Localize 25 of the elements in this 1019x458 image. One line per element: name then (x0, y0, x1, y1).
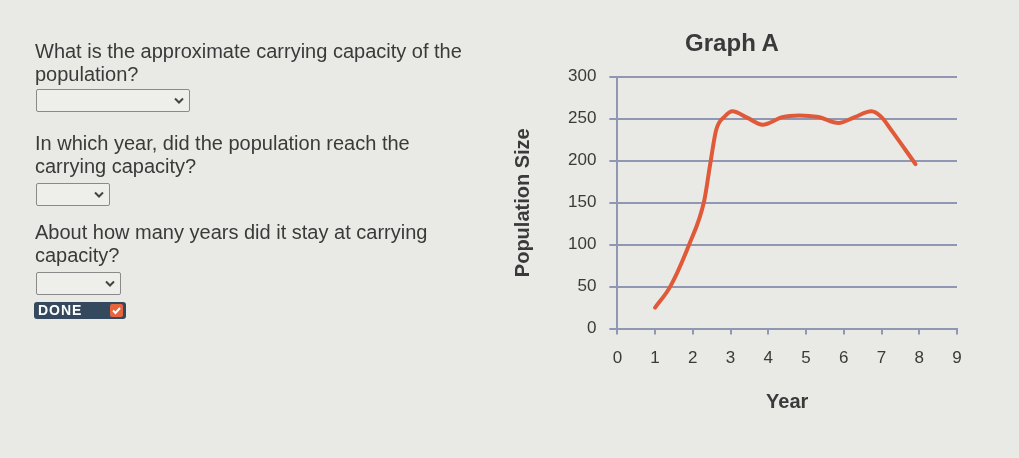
y-tick-label: 150 (567, 192, 597, 212)
x-tick-label: 6 (839, 348, 849, 368)
y-tick-label: 0 (586, 318, 597, 338)
y-tick-label: 300 (567, 66, 597, 86)
x-tick-label: 9 (952, 348, 962, 368)
x-tick-label: 5 (801, 348, 811, 368)
y-axis-title: Population Size (510, 128, 533, 278)
y-tick-label: 250 (567, 108, 597, 128)
text: What is the approximate carrying capacity of the population? (35, 40, 463, 86)
x-tick-label: 4 (763, 348, 774, 368)
y-tick-label: 100 (567, 234, 597, 254)
done-button: DONE (34, 302, 126, 319)
line-series (653, 109, 918, 310)
x-tick-label: 0 (612, 348, 623, 368)
chart-title: Graph A (685, 29, 779, 57)
x-tick-label: 3 (725, 348, 736, 368)
x-tick-label: 8 (914, 348, 924, 368)
y-tick-label: 200 (567, 150, 597, 170)
text: About how many years did it stay at carrying capacity? (35, 221, 429, 267)
x-axis-title: Year (766, 389, 809, 412)
text: In which year, did the population reach the carrying capacity? (35, 132, 411, 178)
y-tick-label: 50 (577, 276, 597, 296)
x-tick-label: 2 (688, 348, 698, 368)
x-tick-label: 1 (650, 348, 660, 368)
x-tick-label: 7 (876, 348, 887, 368)
